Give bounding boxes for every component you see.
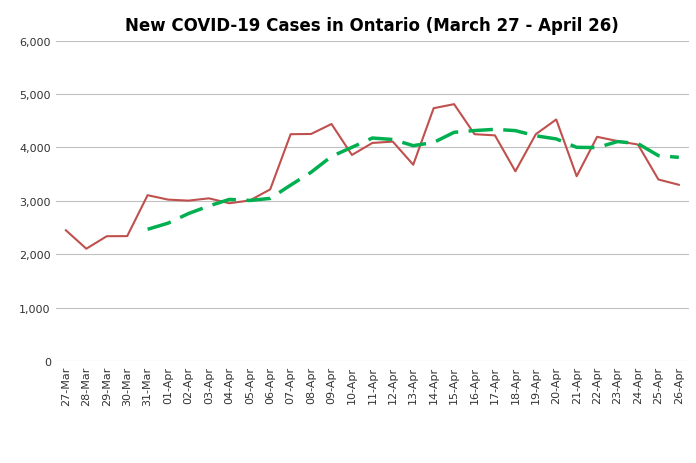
Title: New COVID-19 Cases in Ontario (March 27 - April 26): New COVID-19 Cases in Ontario (March 27 …: [125, 17, 619, 35]
